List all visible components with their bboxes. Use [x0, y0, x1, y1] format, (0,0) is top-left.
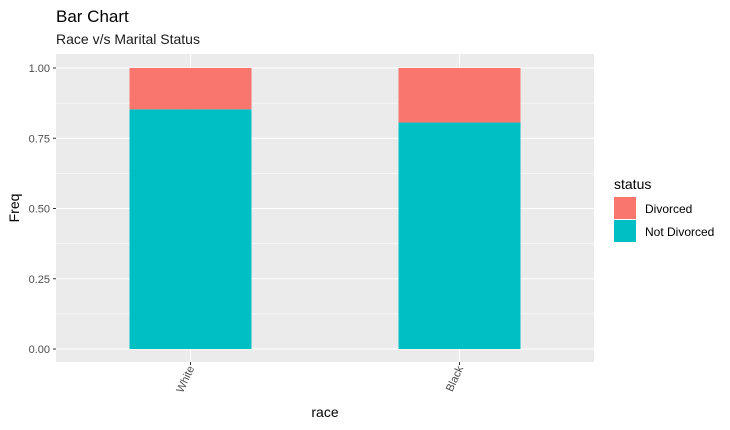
y-axis-title: Freq	[6, 194, 22, 223]
x-axis: White Black	[174, 362, 466, 395]
bars	[129, 68, 521, 349]
chart-title: Bar Chart	[56, 7, 129, 26]
x-tick-label: Black	[444, 364, 466, 394]
bar-not-divorced-white	[129, 109, 252, 349]
bar-divorced-black	[398, 68, 521, 123]
legend-title: status	[614, 176, 651, 192]
x-tick-label: White	[174, 364, 197, 395]
bar-not-divorced-black	[398, 122, 521, 349]
legend-label: Not Divorced	[645, 225, 714, 239]
legend-label: Divorced	[645, 202, 692, 216]
legend: status Divorced Not Divorced	[614, 176, 714, 242]
legend-key-not-divorced	[614, 220, 636, 242]
y-tick-label: 0.75	[29, 133, 50, 145]
y-tick-label: 1.00	[29, 63, 50, 75]
chart-subtitle: Race v/s Marital Status	[56, 31, 200, 47]
y-tick-label: 0.50	[29, 204, 50, 216]
legend-key-divorced	[614, 197, 636, 219]
y-tick-label: 0.25	[29, 274, 50, 286]
y-tick-label: 0.00	[29, 344, 50, 356]
y-axis: 0.00 0.25 0.50 0.75 1.00	[29, 63, 56, 356]
x-axis-title: race	[311, 404, 338, 420]
bar-divorced-white	[129, 68, 252, 110]
